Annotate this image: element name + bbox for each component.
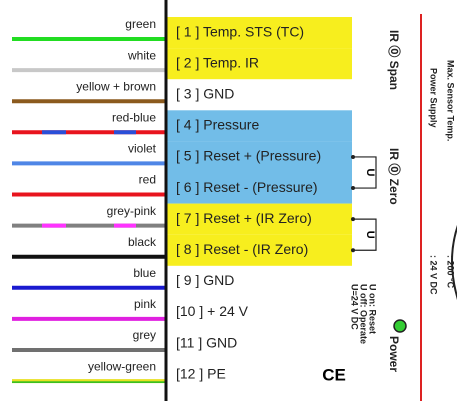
terminal-bg (166, 203, 352, 235)
power-led (393, 319, 407, 333)
wire-label: black (128, 235, 157, 249)
span-label: IR ⓪ Span (387, 30, 402, 90)
wire-label: grey (133, 328, 156, 342)
reset-note: U on: Reset (368, 284, 378, 334)
zero-label: IR ⓪ Zero (387, 148, 402, 205)
terminal-label: [ 6 ] Reset - (Pressure) (176, 179, 318, 195)
jumper-label-group: U (364, 169, 376, 177)
cable-curve (451, 224, 457, 301)
terminal-label: [ 1 ] Temp. STS (TC) (176, 23, 304, 39)
reset-note: U off: Operate (359, 284, 369, 344)
terminal-label: [ 8 ] Reset - (IR Zero) (176, 241, 308, 257)
power-label: Power (387, 336, 401, 372)
terminal-label: [ 9 ] GND (176, 272, 234, 288)
terminal-label: [ 7 ] Reset + (IR Zero) (176, 210, 312, 226)
wire-label: yellow-green (88, 359, 156, 373)
power-supply: Power Supply (429, 68, 439, 128)
terminal-bg (166, 17, 352, 49)
ce-mark: CE (322, 365, 346, 384)
wire-label: red-blue (112, 110, 156, 124)
jumper-label-group: U (364, 231, 376, 239)
terminal-bg (166, 234, 352, 266)
max-temp: Max. Sensor Temp. (446, 60, 456, 141)
power-supply-value: : 24 V DC (429, 255, 439, 295)
wire-label: red (139, 173, 156, 187)
wire-label: pink (134, 297, 157, 311)
wire-label: blue (133, 266, 156, 280)
wire-label: violet (128, 142, 157, 156)
terminal-bg (166, 141, 352, 173)
max-temp-value: : 200 °C (446, 255, 456, 289)
terminal-label: [ 3 ] GND (176, 85, 234, 101)
wire-label: green (125, 17, 156, 31)
terminal-bg (166, 110, 352, 142)
terminal-bg (166, 172, 352, 204)
wire-label: yellow + brown (76, 79, 156, 93)
terminal-bg (166, 48, 352, 80)
jumper (353, 218, 377, 251)
terminal-label: [10 ] + 24 V (176, 303, 249, 319)
wire-label: white (127, 48, 156, 62)
wire-label: grey-pink (107, 204, 157, 218)
jumper-label: U (364, 231, 376, 239)
terminal-label: [12 ] PE (176, 365, 226, 381)
jumper-label: U (364, 169, 376, 177)
terminal-label: [ 4 ] Pressure (176, 117, 259, 133)
terminal-label: [ 2 ] Temp. IR (176, 54, 259, 70)
terminal-label: [11 ] GND (176, 334, 237, 350)
jumper (353, 156, 377, 189)
reset-note: U=24 V DC (350, 284, 360, 330)
terminal-label: [ 5 ] Reset + (Pressure) (176, 148, 321, 164)
